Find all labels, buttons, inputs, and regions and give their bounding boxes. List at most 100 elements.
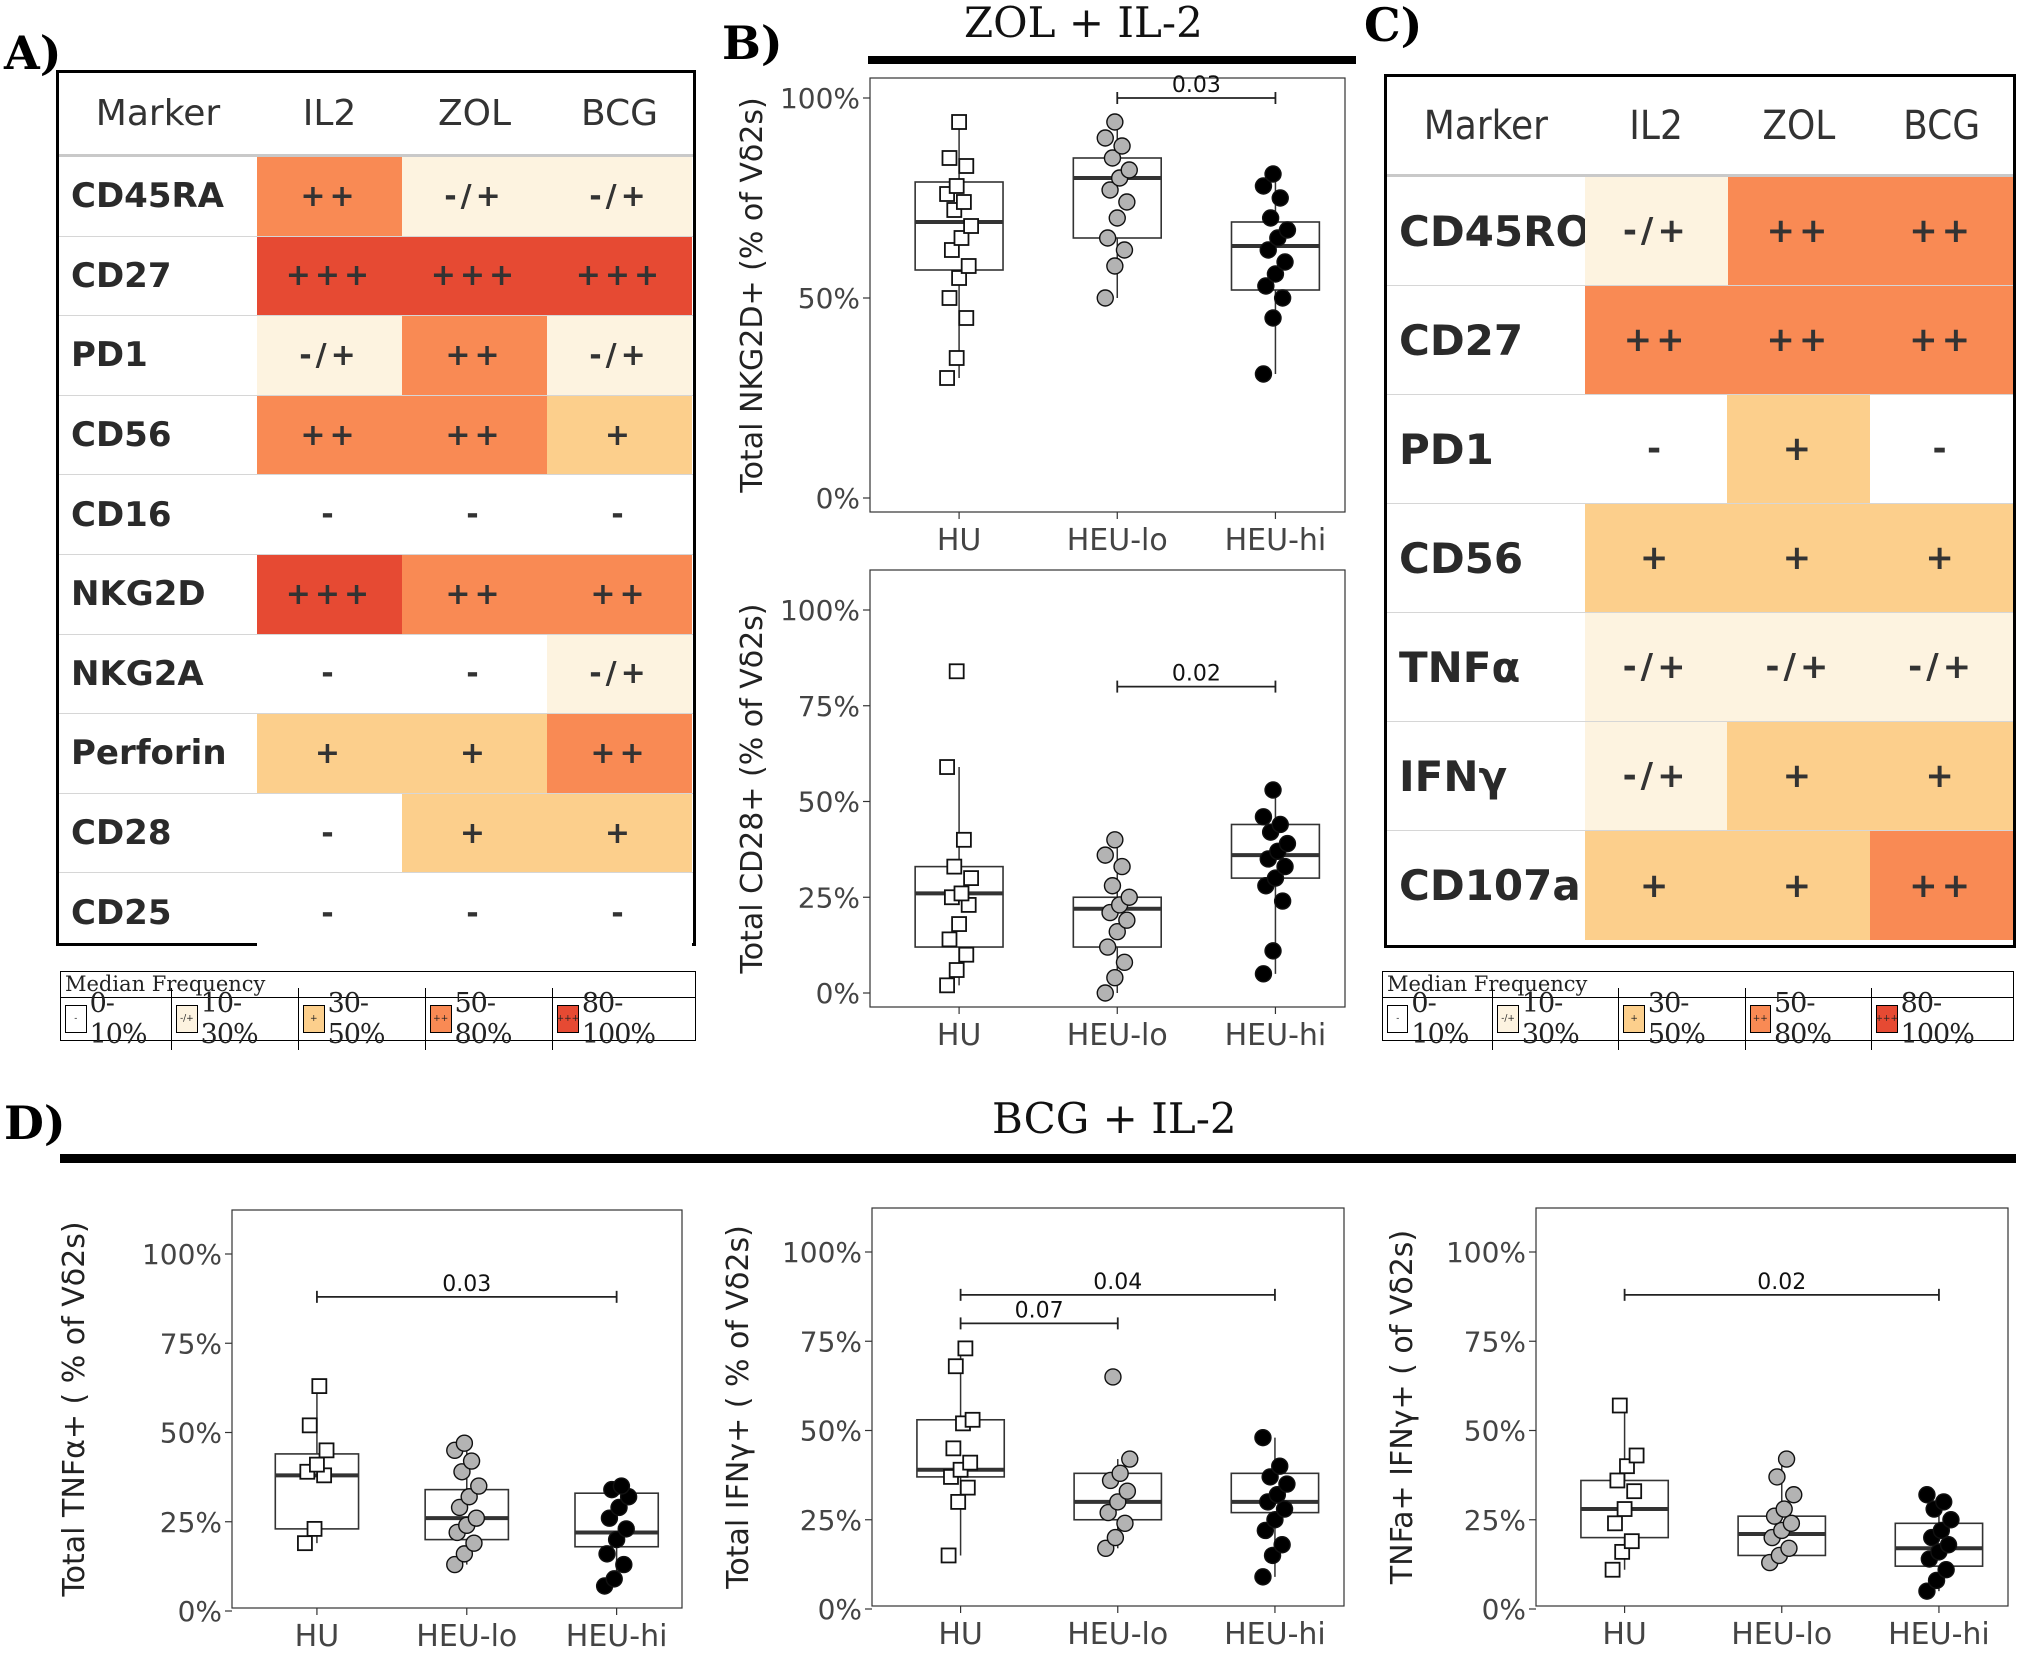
data-point — [1264, 942, 1282, 960]
data-point — [605, 1570, 623, 1588]
data-point — [962, 1454, 979, 1471]
data-point — [1278, 1475, 1296, 1493]
y-tick-label: 50% — [798, 786, 860, 819]
data-point — [1096, 984, 1114, 1002]
legend-label: 80-100% — [581, 988, 656, 1050]
marker-name: CD27 — [1399, 315, 1524, 365]
frequency-cell: - — [257, 873, 402, 953]
data-point — [1106, 1528, 1125, 1547]
marker-table-c: Marker IL2 ZOL BCG CD45RO -/+ ++ ++ CD27 ++ ++… — [1384, 74, 2016, 948]
data-point — [941, 931, 958, 948]
y-axis-label: Total TNFα+ ( % of Vδ2s) — [57, 1221, 92, 1597]
data-point — [964, 1411, 981, 1428]
data-point — [1623, 1533, 1640, 1550]
data-point — [939, 759, 955, 775]
marker-row: TNFα -/+ -/+ -/+ — [1387, 613, 2013, 722]
data-point — [1120, 888, 1138, 906]
frequency-cell: - — [257, 634, 402, 714]
data-point — [1611, 1397, 1628, 1414]
data-point — [1108, 923, 1126, 941]
y-tick-label: 50% — [160, 1417, 222, 1450]
y-tick-label: 100% — [1446, 1236, 1526, 1269]
marker-name: Perforin — [71, 733, 227, 774]
header-bcg: BCG — [1903, 102, 1981, 149]
y-tick-label: 0% — [816, 482, 860, 515]
y-tick-label: 25% — [798, 881, 860, 914]
frequency-cell: + — [1727, 831, 1871, 940]
x-tick-label: HU — [937, 523, 982, 558]
data-point — [1120, 161, 1138, 179]
frequency-cell: -/+ — [1584, 722, 1728, 830]
data-point — [1271, 1457, 1289, 1475]
data-point — [598, 1545, 616, 1563]
data-point — [1266, 1511, 1284, 1529]
data-point — [446, 1555, 464, 1574]
data-point — [306, 1520, 323, 1537]
data-point — [617, 1520, 635, 1538]
box-iqr — [914, 865, 1004, 948]
p-value-label: 0.03 — [1172, 73, 1221, 98]
p-value-label: 0.02 — [1757, 1270, 1806, 1295]
frequency-cell: -/+ — [257, 316, 402, 395]
marker-name: CD28 — [71, 813, 172, 854]
header-il2: IL2 — [302, 93, 357, 134]
y-tick-label: 25% — [1464, 1504, 1526, 1537]
data-point — [948, 663, 965, 680]
data-point — [1101, 181, 1119, 199]
data-point — [1628, 1447, 1645, 1464]
frequency-cell: ++ — [547, 714, 692, 793]
data-point — [1096, 129, 1114, 147]
bcg-section-bar — [60, 1154, 2016, 1163]
data-point — [963, 870, 979, 887]
data-point — [1768, 1468, 1786, 1486]
marker-name: CD27 — [71, 255, 172, 296]
cd28-boxplot: Total CD28+ (% of Vδ2s) 0% 25% 50% 75% 100% HU… — [735, 569, 1346, 1053]
data-point — [1263, 1546, 1282, 1565]
data-point — [1264, 165, 1282, 183]
data-point — [1918, 1582, 1936, 1600]
marker-row: CD27 +++ +++ +++ — [59, 236, 693, 317]
legend-label: 30-50% — [1648, 988, 1746, 1050]
data-point — [1106, 113, 1124, 131]
x-tick-label: HEU-hi — [1224, 1617, 1326, 1652]
y-tick-label: 75% — [1464, 1325, 1526, 1358]
data-point — [959, 1479, 976, 1496]
data-point — [1942, 1511, 1960, 1529]
data-point — [450, 1498, 469, 1517]
data-point — [1609, 1472, 1626, 1489]
data-point — [1937, 1561, 1955, 1579]
frequency-cell: ++ — [402, 316, 547, 395]
data-point — [1273, 289, 1292, 307]
y-axis-label: TNFa+ IFNγ+ ( of Vδ2s) — [1385, 1230, 1420, 1585]
data-point — [941, 290, 958, 306]
zol-section-bar — [868, 56, 1356, 64]
marker-row: CD45RA ++ -/+ -/+ — [59, 157, 693, 237]
panel-label-c: C) — [1364, 0, 1423, 52]
x-tick-label: HU — [937, 1018, 982, 1053]
marker-row: CD25- - - — [59, 873, 693, 953]
marker-name: CD56 — [1399, 533, 1524, 583]
marker-name: PD1 — [1399, 424, 1494, 474]
y-tick-label: 50% — [798, 282, 860, 315]
p-value-label: 0.07 — [1015, 1298, 1064, 1323]
data-point — [943, 242, 960, 258]
data-point — [1259, 241, 1277, 259]
data-point — [1098, 938, 1117, 956]
marker-name: TNFα — [1399, 642, 1521, 692]
frequency-cell: + — [402, 714, 547, 793]
data-point — [1254, 365, 1273, 383]
data-point — [318, 1442, 335, 1459]
data-point — [607, 1530, 626, 1549]
data-point — [1261, 1468, 1279, 1486]
frequency-cell: + — [402, 793, 547, 873]
frequency-cell: + — [547, 395, 692, 475]
legend-a: Median Frequency -0-10% -/+ 10-30% +30-50% +… — [60, 971, 696, 1050]
y-tick-label: 50% — [800, 1415, 862, 1448]
panel-label-a: A) — [4, 26, 62, 80]
data-point — [960, 258, 977, 274]
data-point — [1271, 189, 1289, 207]
marker-row: CD45RO -/+ ++ ++ — [1387, 177, 2014, 286]
data-point — [1115, 953, 1134, 972]
header-il2: IL2 — [1629, 102, 1683, 149]
frequency-cell: - — [1870, 395, 2013, 503]
